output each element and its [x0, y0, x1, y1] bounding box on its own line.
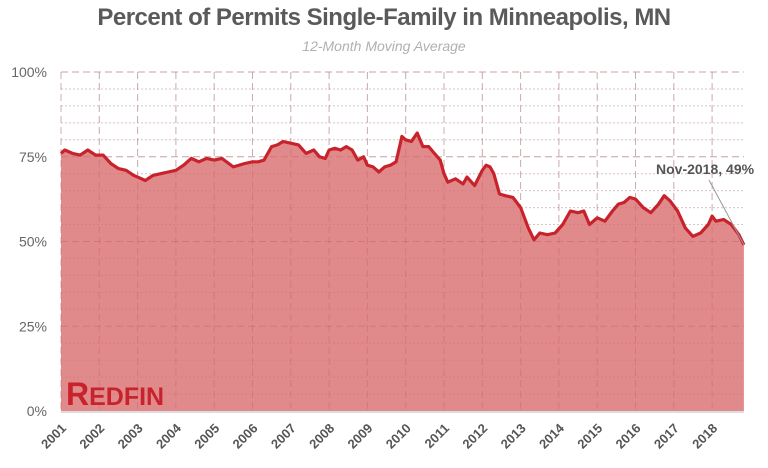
x-tick-label: 2017: [651, 421, 682, 452]
x-tick-label: 2016: [613, 421, 644, 452]
chart-title: Percent of Permits Single-Family in Minn…: [97, 4, 671, 31]
gridlines-overlay: [60, 71, 744, 411]
x-tick-label: 2006: [230, 421, 261, 452]
x-tick-label: 2012: [459, 421, 490, 452]
y-tick-label: 75%: [19, 149, 47, 165]
logo-rest: EDFIN: [89, 383, 165, 411]
y-axis-labels: 0% 25% 50% 75% 100%: [11, 64, 47, 419]
x-tick-label: 2011: [422, 421, 453, 452]
x-tick-label: 2007: [268, 421, 299, 452]
y-tick-label: 50%: [19, 234, 47, 250]
x-tick-label: 2015: [574, 421, 605, 452]
y-tick-label: 100%: [11, 64, 47, 80]
x-tick-label: 2004: [153, 420, 185, 452]
data-line: [59, 131, 746, 246]
redfin-logo: REDFIN: [66, 376, 164, 413]
x-tick-label: 2009: [344, 421, 375, 452]
x-tick-label: 2010: [383, 421, 414, 452]
x-tick-label: 2002: [76, 421, 107, 452]
x-tick-label: 2014: [536, 420, 568, 452]
x-tick-label: 2013: [498, 421, 529, 452]
annotation-label: Nov-2018, 49%: [656, 161, 755, 177]
annotation-leader-line: [708, 179, 745, 246]
x-axis-labels: 2001 2002 2003 2004 2005 2006 2007 2008 2009 2010…: [38, 420, 720, 452]
x-tick-label: 2005: [191, 421, 222, 452]
y-tick-label: 0%: [27, 403, 47, 419]
x-tick-label: 2001: [38, 421, 69, 452]
area-fill: [61, 133, 744, 411]
chart-subtitle: 12-Month Moving Average: [302, 38, 466, 54]
x-tick-label: 2003: [115, 421, 146, 452]
x-tick-label: 2018: [689, 421, 720, 452]
logo-initial: R: [66, 376, 90, 412]
x-tick-label: 2008: [306, 421, 337, 452]
y-tick-label: 25%: [19, 318, 47, 334]
